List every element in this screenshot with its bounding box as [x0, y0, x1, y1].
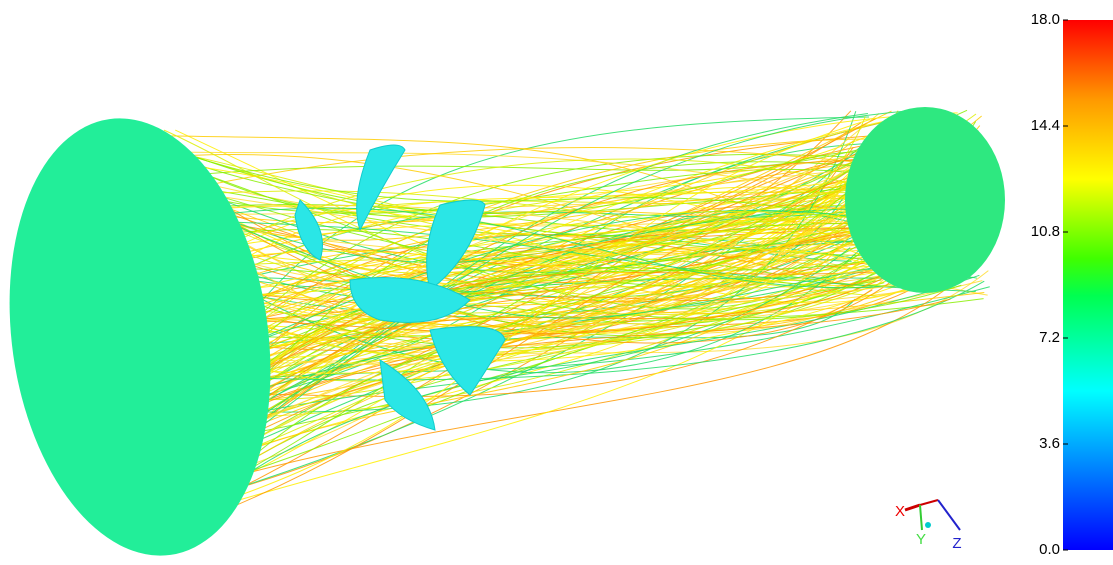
streamline — [170, 142, 985, 532]
streamline — [166, 264, 922, 335]
colorbar-tick-label: 7.2 — [1039, 329, 1060, 346]
streamline — [170, 209, 942, 381]
streamline — [120, 290, 944, 511]
streamline — [141, 205, 949, 304]
streamline — [163, 203, 927, 328]
streamline — [170, 162, 889, 246]
x-axis-label: X — [895, 503, 905, 520]
streamline — [153, 193, 854, 389]
streamline — [172, 185, 985, 314]
colorbar-tick-label: 3.6 — [1039, 435, 1060, 452]
colorbar — [1063, 20, 1113, 550]
streamline — [156, 176, 863, 288]
streamline — [144, 188, 988, 319]
axes-triad: X Y Z — [895, 499, 962, 552]
streamline — [141, 247, 943, 316]
streamline — [175, 185, 866, 479]
streamline — [178, 225, 933, 462]
colorbar-tick-label: 14.4 — [1031, 117, 1060, 134]
streamline — [137, 199, 892, 319]
propeller-blades — [294, 144, 506, 431]
z-axis-label: Z — [952, 535, 961, 552]
outlet-disk — [845, 107, 1005, 293]
streamline — [138, 142, 969, 374]
streamline — [152, 262, 920, 305]
streamline — [178, 250, 982, 362]
streamline — [161, 279, 882, 502]
colorbar-tick-label: 0.0 — [1039, 541, 1060, 558]
streamline — [177, 207, 974, 289]
streamline — [149, 130, 932, 355]
streamline — [163, 202, 853, 335]
colorbar-tick-label: 10.8 — [1031, 223, 1060, 240]
streamline — [164, 147, 924, 196]
streamline — [140, 280, 926, 484]
streamline — [163, 129, 876, 297]
streamline — [153, 143, 875, 224]
streamline — [123, 124, 887, 522]
streamline — [168, 119, 871, 519]
streamline — [144, 203, 920, 318]
y-axis-label: Y — [916, 531, 926, 548]
streamline — [163, 171, 910, 344]
streamline — [177, 178, 877, 348]
streamline — [174, 168, 934, 214]
colorbar-tick-label: 18.0 — [1031, 11, 1060, 28]
streamline — [170, 274, 980, 533]
inlet-disk — [9, 118, 271, 556]
